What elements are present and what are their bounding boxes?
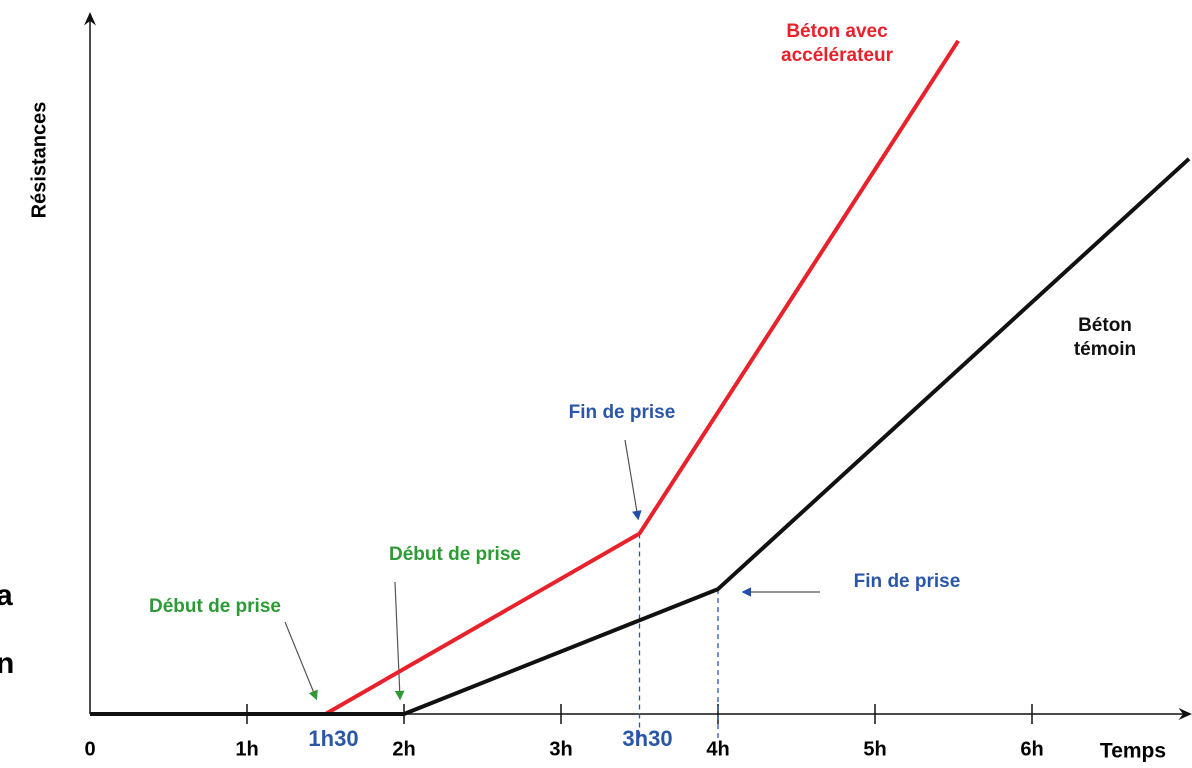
x-tick-label: 1h30 xyxy=(308,726,358,751)
x-tick-label: 5h xyxy=(863,738,886,760)
x-tick-label: 3h xyxy=(549,738,572,760)
cropped-text: a xyxy=(0,579,13,612)
x-tick-label: 0 xyxy=(84,738,95,760)
x-tick-label: 1h xyxy=(235,738,258,760)
x-tick-label: 4h xyxy=(706,738,729,760)
series-line xyxy=(90,157,1191,716)
arrow xyxy=(394,581,405,701)
y-axis-label: Résistances xyxy=(28,102,50,219)
annotation: Début de prise xyxy=(389,544,521,565)
annotation: Début de prise xyxy=(149,596,281,617)
series-label: Béton témoin xyxy=(1073,315,1137,360)
arrow xyxy=(284,621,318,701)
arrow xyxy=(624,439,642,521)
x-tick-label: 3h30 xyxy=(622,726,672,751)
x-tick-label: 6h xyxy=(1020,738,1043,760)
x-tick-label: 2h xyxy=(392,738,415,760)
cropped-text: n xyxy=(0,647,14,680)
annotation: Fin de prise xyxy=(854,571,961,592)
annotation: Fin de prise xyxy=(569,402,676,423)
x-axis-label: Temps xyxy=(1100,740,1166,763)
series-label: Béton avec accélérateur xyxy=(781,21,893,66)
